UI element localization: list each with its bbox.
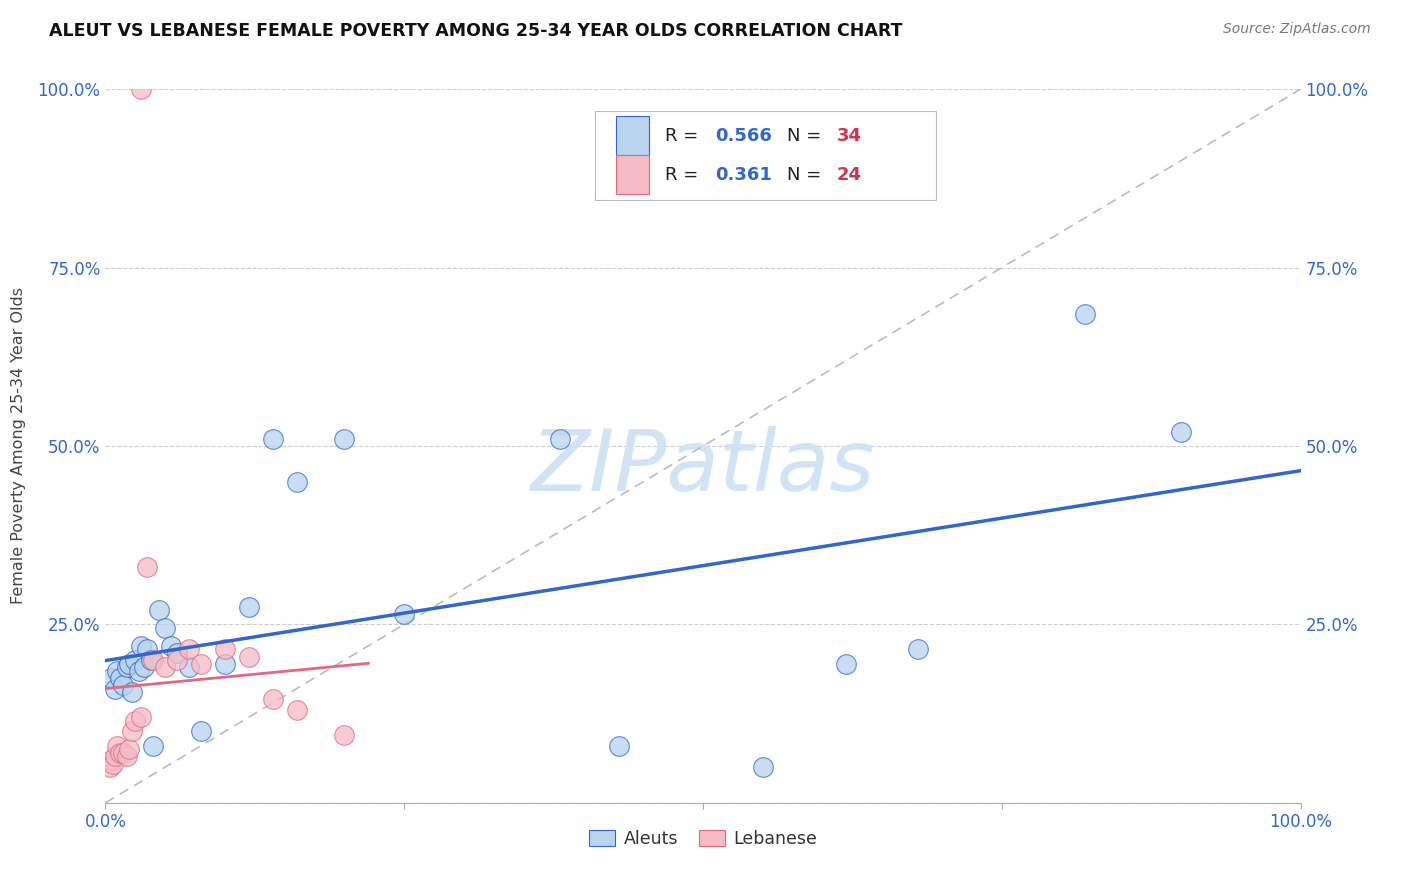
Point	[333, 728, 356, 742]
Point	[98, 760, 121, 774]
Text: N =: N =	[787, 127, 827, 145]
Point	[160, 639, 183, 653]
Text: R =: R =	[665, 166, 704, 184]
Point	[177, 660, 201, 674]
Legend: Aleuts, Lebanese: Aleuts, Lebanese	[582, 822, 824, 855]
Point	[107, 664, 129, 678]
Point	[153, 660, 177, 674]
Point	[751, 760, 773, 774]
Point	[548, 432, 571, 446]
Point	[100, 753, 122, 767]
Point	[148, 603, 170, 617]
Text: ALEUT VS LEBANESE FEMALE POVERTY AMONG 25-34 YEAR OLDS CORRELATION CHART: ALEUT VS LEBANESE FEMALE POVERTY AMONG 2…	[49, 22, 903, 40]
Point	[100, 671, 122, 685]
Point	[139, 653, 162, 667]
Point	[128, 664, 150, 678]
Point	[118, 657, 141, 671]
Point	[101, 756, 124, 771]
Point	[118, 742, 141, 756]
Point	[333, 432, 356, 446]
Point	[1170, 425, 1192, 439]
Text: 0.361: 0.361	[716, 166, 772, 184]
Point	[142, 739, 165, 753]
Point	[238, 649, 260, 664]
Point	[285, 703, 308, 717]
Point	[124, 714, 146, 728]
Point	[108, 671, 131, 685]
Point	[607, 739, 630, 753]
Point	[214, 657, 236, 671]
Point	[190, 724, 212, 739]
Point	[166, 646, 188, 660]
Point	[1074, 307, 1097, 321]
Point	[129, 82, 153, 96]
Point	[104, 749, 127, 764]
Point	[136, 560, 159, 574]
Point	[108, 746, 131, 760]
Point	[115, 749, 138, 764]
Point	[285, 475, 308, 489]
Point	[262, 692, 284, 706]
Bar	[616, 155, 650, 194]
Point	[214, 642, 236, 657]
Point	[190, 657, 212, 671]
Text: R =: R =	[665, 127, 704, 145]
Text: Source: ZipAtlas.com: Source: ZipAtlas.com	[1223, 22, 1371, 37]
Point	[124, 653, 146, 667]
Y-axis label: Female Poverty Among 25-34 Year Olds: Female Poverty Among 25-34 Year Olds	[11, 287, 27, 605]
Point	[121, 685, 143, 699]
Point	[112, 678, 135, 692]
Point	[112, 746, 135, 760]
Bar	[616, 116, 650, 155]
Point	[132, 660, 155, 674]
Text: ZIPatlas: ZIPatlas	[531, 425, 875, 509]
Point	[104, 681, 127, 696]
Point	[392, 607, 416, 621]
Point	[136, 642, 159, 657]
Point	[121, 724, 143, 739]
Point	[129, 710, 153, 724]
Text: 24: 24	[837, 166, 862, 184]
Point	[115, 660, 138, 674]
Text: 0.566: 0.566	[716, 127, 772, 145]
Point	[177, 642, 201, 657]
Point	[835, 657, 858, 671]
Point	[129, 639, 153, 653]
Point	[238, 599, 260, 614]
Point	[166, 653, 188, 667]
Point	[907, 642, 929, 657]
Point	[262, 432, 284, 446]
Point	[107, 739, 129, 753]
FancyBboxPatch shape	[596, 111, 936, 200]
Text: N =: N =	[787, 166, 827, 184]
Point	[142, 653, 165, 667]
Text: 34: 34	[837, 127, 862, 145]
Point	[153, 621, 177, 635]
